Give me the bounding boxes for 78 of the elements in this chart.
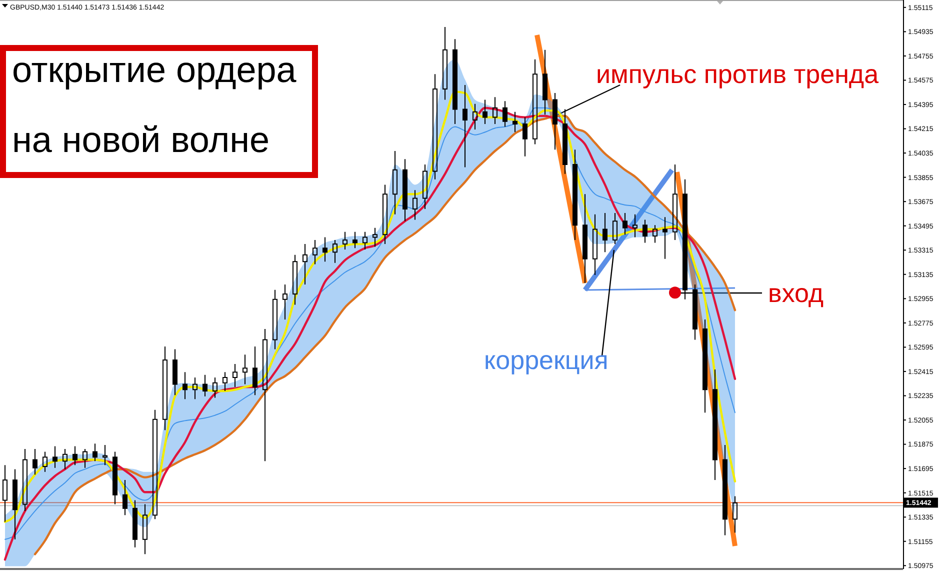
annotation: коррекция bbox=[484, 345, 608, 375]
candlestick bbox=[22, 448, 28, 512]
candlestick bbox=[192, 377, 198, 400]
candlestick bbox=[412, 190, 418, 220]
candlestick bbox=[232, 364, 238, 388]
candlestick bbox=[312, 240, 318, 265]
candlestick bbox=[2, 464, 8, 522]
candlestick bbox=[262, 328, 268, 462]
candlestick bbox=[82, 448, 88, 468]
candlestick bbox=[292, 254, 298, 306]
candlestick bbox=[652, 224, 658, 244]
candlestick bbox=[682, 178, 688, 300]
candlestick bbox=[432, 74, 438, 180]
candlestick bbox=[482, 99, 488, 125]
candlestick bbox=[732, 496, 738, 534]
candlestick bbox=[622, 212, 628, 236]
candlestick bbox=[702, 319, 708, 414]
candlestick bbox=[672, 164, 678, 241]
candlestick bbox=[492, 96, 498, 125]
candlestick bbox=[142, 504, 148, 555]
candlestick bbox=[382, 184, 388, 245]
candlestick bbox=[272, 289, 278, 350]
candlestick bbox=[342, 231, 348, 250]
candlestick bbox=[612, 212, 618, 245]
candlestick bbox=[592, 214, 598, 276]
candlestick bbox=[202, 374, 208, 397]
candlestick bbox=[172, 348, 178, 396]
candlestick bbox=[252, 346, 258, 396]
candlestick bbox=[442, 26, 448, 100]
candlestick bbox=[52, 446, 58, 468]
candlestick bbox=[472, 103, 478, 130]
candlestick bbox=[242, 354, 248, 385]
candlestick bbox=[712, 368, 718, 481]
candlestick bbox=[372, 227, 378, 248]
candlestick bbox=[692, 284, 698, 340]
candlestick bbox=[322, 236, 328, 262]
candlestick bbox=[582, 194, 588, 284]
candlestick bbox=[152, 409, 158, 520]
candlestick bbox=[352, 231, 358, 249]
candlestick bbox=[12, 468, 18, 540]
candlestick bbox=[602, 212, 608, 253]
candlestick bbox=[42, 451, 48, 472]
candlestick bbox=[532, 58, 538, 145]
candlestick bbox=[222, 372, 228, 392]
candlestick bbox=[642, 219, 648, 244]
candlestick bbox=[72, 446, 78, 466]
candlestick bbox=[182, 372, 188, 400]
candlestick bbox=[392, 150, 398, 215]
candlestick bbox=[632, 214, 638, 238]
candlestick bbox=[542, 49, 548, 116]
candlestick bbox=[502, 100, 508, 128]
candlestick bbox=[402, 158, 408, 222]
candlestick bbox=[332, 240, 338, 264]
candlestick bbox=[122, 480, 128, 516]
candlestick bbox=[422, 164, 428, 210]
candlestick bbox=[362, 231, 368, 250]
candlestick bbox=[722, 444, 728, 536]
candlestick bbox=[62, 448, 68, 470]
candlestick bbox=[572, 149, 578, 241]
candlestick bbox=[552, 92, 558, 150]
candlestick bbox=[452, 38, 458, 125]
candlestick bbox=[92, 443, 98, 462]
candlestick bbox=[302, 244, 308, 285]
candlestick bbox=[512, 111, 518, 133]
candlestick bbox=[102, 444, 108, 466]
text: вход bbox=[768, 278, 824, 308]
candlestick bbox=[212, 377, 218, 398]
candlestick bbox=[32, 448, 38, 476]
candlestick bbox=[132, 500, 138, 548]
candlestick bbox=[662, 216, 668, 260]
candlestick bbox=[562, 108, 568, 174]
annotation: импульс против тренда bbox=[596, 59, 880, 89]
candlestick bbox=[112, 451, 118, 505]
candlestick bbox=[162, 346, 168, 431]
candlestick bbox=[282, 284, 288, 320]
candlestick bbox=[522, 116, 528, 157]
candlestick bbox=[462, 84, 468, 168]
text: открытие ордера на новой волне bbox=[12, 49, 298, 160]
